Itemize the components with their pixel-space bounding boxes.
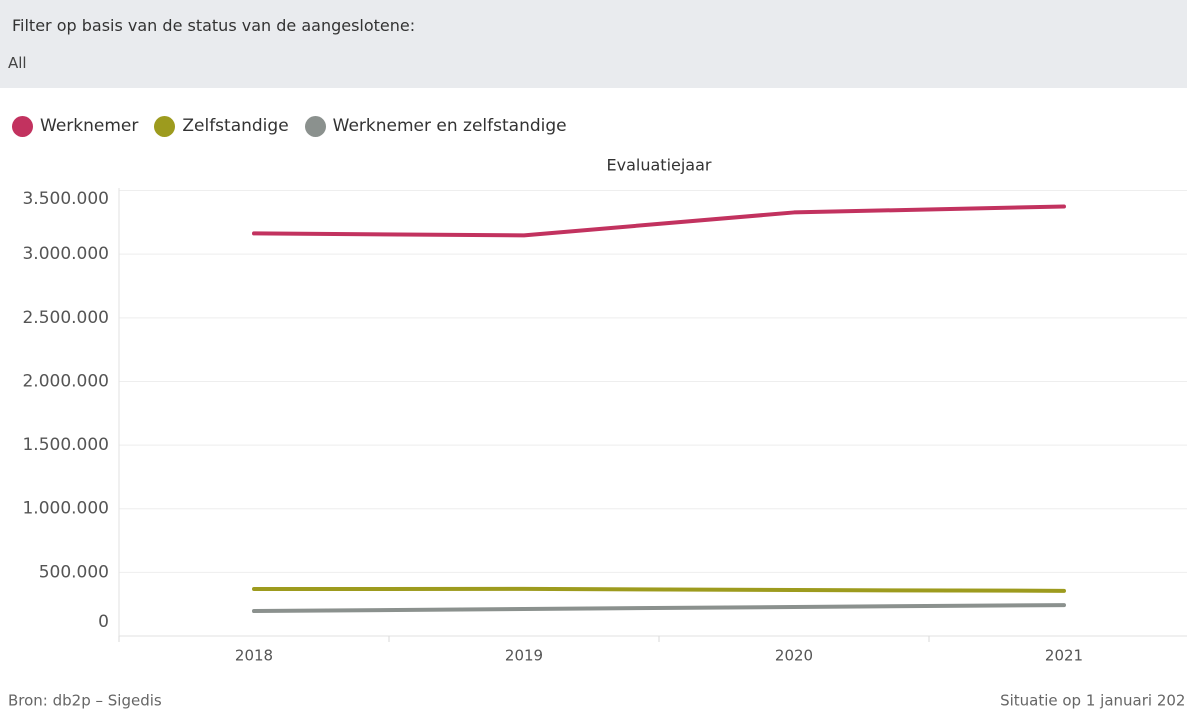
chart: Evaluatiejaar Bron: db2p – Sigedis Situa… (8, 156, 1187, 710)
legend-swatch (304, 115, 326, 137)
y-tick-label: 1.500.000 (22, 435, 109, 455)
y-tick-label: 500.000 (39, 562, 109, 582)
filter-value[interactable]: All (8, 54, 27, 72)
filter-title: Filter op basis van de status van de aan… (12, 16, 416, 35)
y-tick-label: 3.000.000 (22, 244, 109, 264)
legend-label: Werknemer (40, 116, 139, 136)
y-tick-label: 1.000.000 (22, 499, 109, 519)
x-tick-label: 2018 (235, 647, 273, 665)
legend-label: Werknemer en zelfstandige (332, 116, 567, 136)
x-tick-label: 2020 (775, 647, 813, 665)
x-tick-label: 2019 (505, 647, 543, 665)
y-tick-label: 3.500.000 (22, 189, 109, 209)
legend-swatch (12, 115, 33, 137)
legend-item[interactable]: Werknemer en zelfstandige (304, 115, 567, 137)
filter-panel: Filter op basis van de status van de aan… (0, 0, 1187, 88)
legend-label: Zelfstandige (182, 116, 289, 136)
legend-item[interactable]: Werknemer (12, 115, 139, 137)
series-line (252, 586, 1066, 593)
y-tick-label: 2.000.000 (22, 371, 109, 391)
x-axis-title: Evaluatiejaar (607, 156, 712, 175)
series-line (252, 603, 1066, 614)
legend: Werknemer Zelfstandige Werknemer en zelfst… (12, 113, 583, 139)
series-line (252, 204, 1066, 238)
x-tick-label: 2021 (1045, 647, 1083, 665)
y-tick-label: 2.500.000 (22, 308, 109, 328)
y-tick-label: 0 (98, 612, 109, 632)
legend-swatch (154, 115, 176, 137)
legend-item[interactable]: Zelfstandige (154, 115, 289, 137)
note: Situatie op 1 januari 2021 (1000, 692, 1187, 710)
source: Bron: db2p – Sigedis (8, 692, 162, 710)
